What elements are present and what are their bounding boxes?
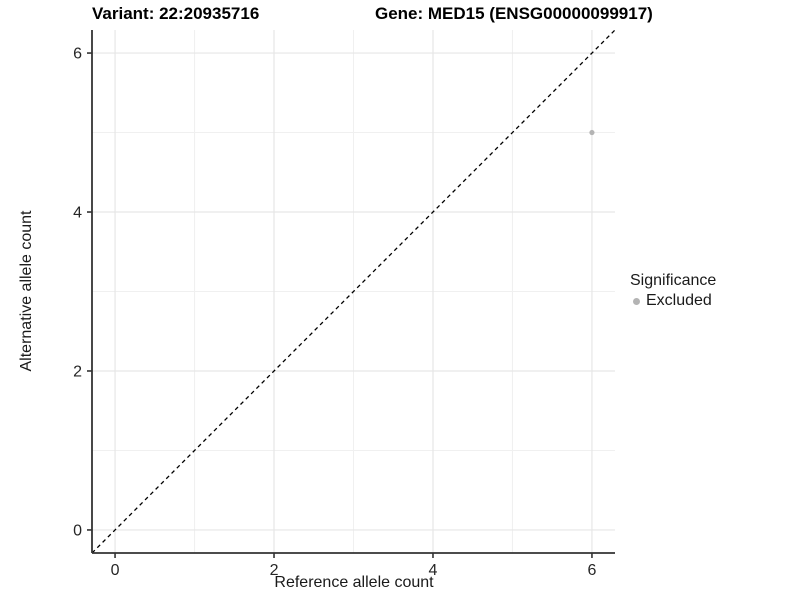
x-axis-title: Reference allele count xyxy=(0,574,800,592)
identity-dashed-line xyxy=(91,29,616,554)
y-tick-label: 4 xyxy=(73,205,82,222)
legend-entry-label: Excluded xyxy=(646,292,712,309)
legend: Significance Excluded xyxy=(630,272,716,310)
data-point xyxy=(589,129,595,136)
x-tick-label: 6 xyxy=(587,562,596,579)
x-axis-title-text: Reference allele count xyxy=(274,574,434,591)
x-tick-label: 2 xyxy=(270,562,279,579)
legend-title: Significance xyxy=(630,272,717,289)
y-tick-label: 2 xyxy=(73,363,82,380)
x-tick-label: 4 xyxy=(429,562,438,579)
y-tick-label: 6 xyxy=(73,46,82,63)
y-tick-label: 0 xyxy=(73,522,82,539)
x-tick-label: 0 xyxy=(111,562,120,579)
y-axis-title: Alternative allele count xyxy=(18,210,35,372)
legend-key-dot-icon xyxy=(633,297,640,305)
legend-entry-excluded: Excluded xyxy=(630,292,716,310)
plot-title-variant: Variant: 22:20935716 xyxy=(92,4,260,23)
plot-title-gene: Gene: MED15 (ENSG00000099917) xyxy=(375,4,653,23)
